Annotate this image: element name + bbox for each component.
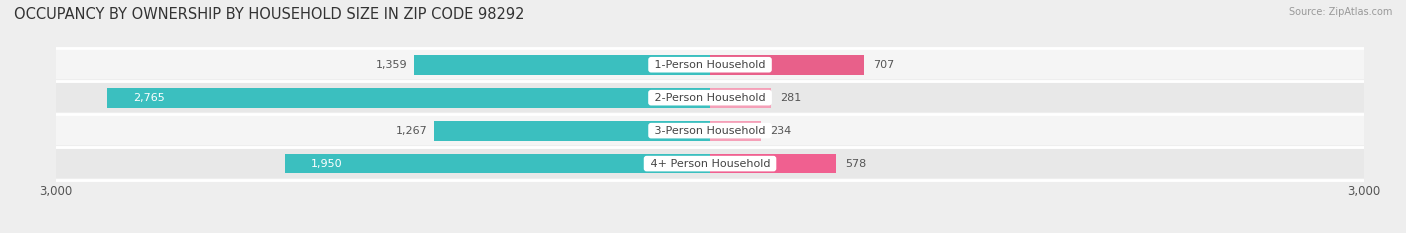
Text: 1,359: 1,359 [375, 60, 408, 70]
Text: 4+ Person Household: 4+ Person Household [647, 159, 773, 169]
Legend: Owner-occupied, Renter-occupied: Owner-occupied, Renter-occupied [591, 231, 830, 233]
Text: 3-Person Household: 3-Person Household [651, 126, 769, 136]
Text: 1-Person Household: 1-Person Household [651, 60, 769, 70]
Text: 707: 707 [873, 60, 894, 70]
Bar [56, 149, 1364, 178]
Text: 1,267: 1,267 [395, 126, 427, 136]
Bar [413, 55, 710, 75]
Text: Source: ZipAtlas.com: Source: ZipAtlas.com [1288, 7, 1392, 17]
Text: 1,950: 1,950 [311, 159, 343, 169]
Bar [434, 121, 710, 140]
Bar [56, 83, 1364, 112]
Bar [285, 154, 710, 174]
Text: OCCUPANCY BY OWNERSHIP BY HOUSEHOLD SIZE IN ZIP CODE 98292: OCCUPANCY BY OWNERSHIP BY HOUSEHOLD SIZE… [14, 7, 524, 22]
Bar [710, 55, 865, 75]
Bar [107, 88, 710, 108]
Text: 2,765: 2,765 [134, 93, 166, 103]
Text: 578: 578 [845, 159, 866, 169]
Bar [56, 116, 1364, 145]
Bar [710, 88, 772, 108]
Bar [710, 121, 761, 140]
Text: 281: 281 [780, 93, 801, 103]
Bar [710, 154, 837, 174]
Bar [56, 50, 1364, 79]
Text: 234: 234 [769, 126, 792, 136]
Text: 2-Person Household: 2-Person Household [651, 93, 769, 103]
